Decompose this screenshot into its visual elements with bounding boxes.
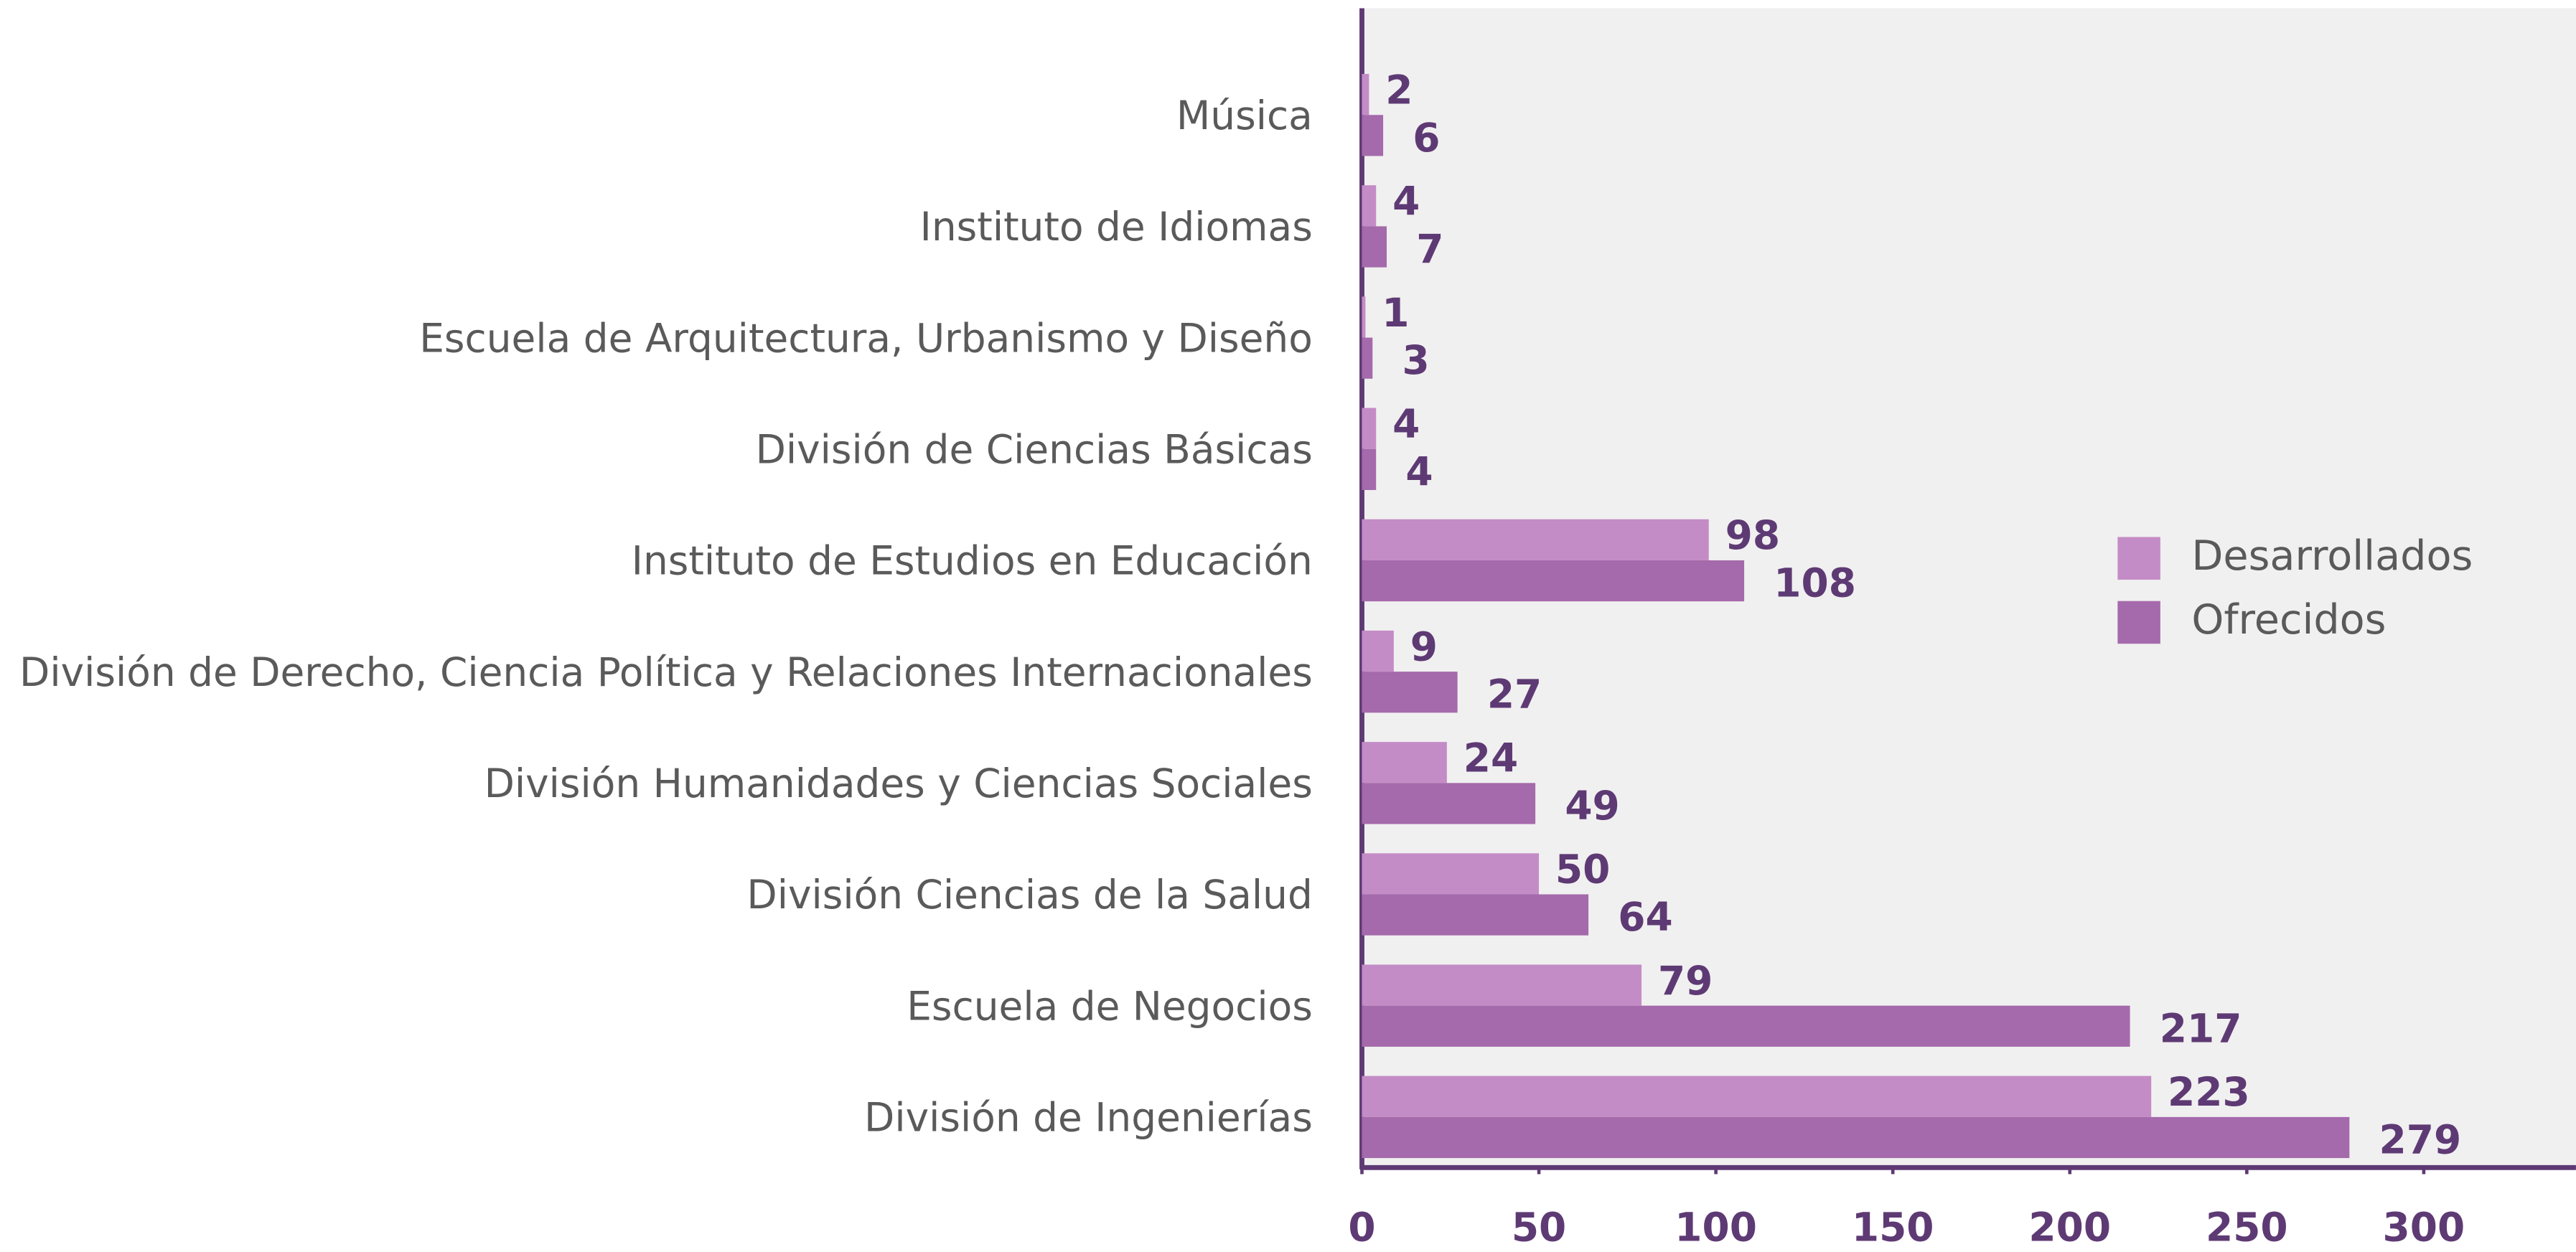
data-label: 9 [1410,623,1438,669]
bar [1362,519,1709,560]
y-tick-label: Escuela de Arquitectura, Urbanismo y Dis… [419,315,1313,361]
y-tick-label: Instituto de Idiomas [920,204,1313,250]
legend-label: Ofrecidos [2191,596,2386,644]
bar [1362,894,1589,936]
y-tick-label: Música [1176,93,1313,138]
data-label: 3 [1402,337,1429,383]
bar [1362,1076,2152,1117]
y-tick-label: División Humanidades y Ciencias Sociales [484,761,1313,806]
x-tick-label: 50 [1512,1204,1566,1250]
bar [1362,1116,2350,1159]
data-label: 64 [1618,894,1672,940]
bar [1362,964,1642,1006]
bar [1362,742,1447,783]
data-label: 27 [1487,672,1542,717]
data-label: 4 [1392,179,1420,225]
bar [1362,408,1377,449]
legend-swatch [2117,537,2160,580]
bar [1362,672,1458,713]
data-label: 50 [1555,847,1610,893]
bar [1362,226,1387,268]
bar [1362,1005,2130,1047]
data-label: 1 [1382,290,1409,336]
y-tick-label: División de Derecho, Ciencia Política y … [19,649,1313,695]
x-tick-label: 100 [1675,1204,1757,1250]
data-label: 4 [1392,401,1420,447]
data-label: 79 [1658,958,1713,1004]
data-label: 24 [1463,735,1518,781]
bar [1362,560,1745,602]
bar [1362,853,1540,895]
x-tick-label: 300 [2383,1204,2465,1250]
bar [1362,630,1394,672]
x-tick-label: 150 [1852,1204,1934,1250]
data-label: 98 [1725,512,1780,558]
y-tick-label: Instituto de Estudios en Educación [632,538,1313,584]
data-label: 2 [1385,67,1413,113]
y-tick-label: División de Ingenierías [864,1095,1313,1141]
x-tick-label: 250 [2206,1204,2288,1250]
data-label: 223 [2168,1069,2250,1115]
y-tick-label: División de Ciencias Básicas [756,426,1313,472]
y-tick-label: División Ciencias de la Salud [746,872,1312,918]
legend-swatch [2117,601,2160,644]
bar [1362,185,1377,227]
bar [1362,73,1369,116]
bar [1362,783,1536,824]
bar [1362,448,1377,490]
y-tick-label: Escuela de Negocios [907,983,1313,1029]
x-tick-label: 200 [2028,1204,2111,1250]
data-label: 108 [1774,560,1856,606]
data-label: 7 [1416,226,1443,272]
x-tick-label: 0 [1348,1204,1375,1250]
data-label: 49 [1565,783,1619,829]
data-label: 4 [1405,448,1433,494]
data-label: 6 [1413,115,1440,161]
bar [1362,115,1384,156]
bar [1362,296,1366,338]
bar [1362,337,1373,379]
legend-label: Desarrollados [2191,532,2473,580]
data-label: 279 [2379,1116,2462,1162]
data-label: 217 [2160,1005,2242,1051]
